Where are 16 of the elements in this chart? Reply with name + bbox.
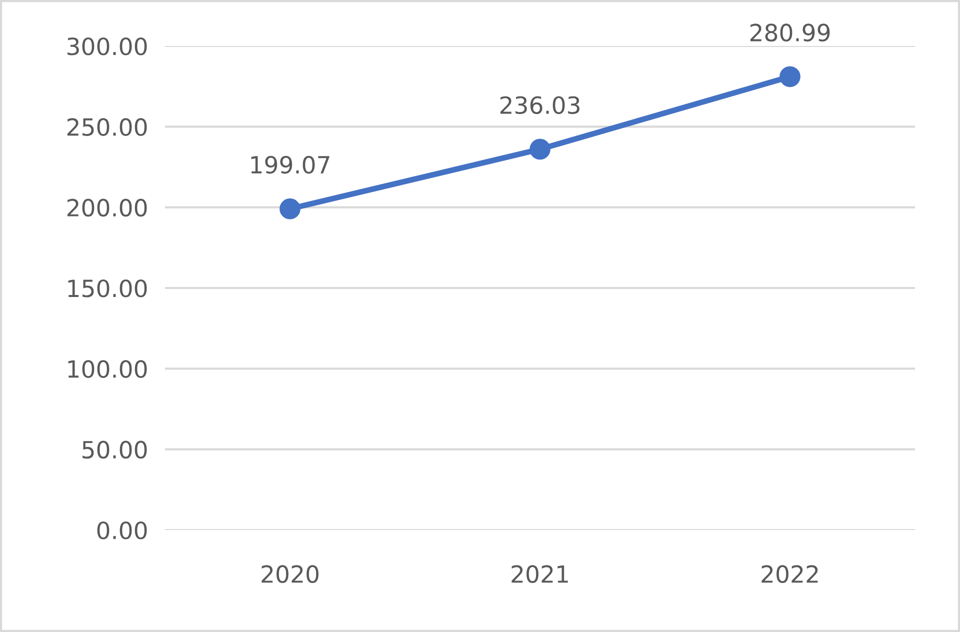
point <box>280 198 300 220</box>
y-tick-label: 100.00 <box>68 360 147 378</box>
point <box>780 66 800 88</box>
point <box>530 138 550 160</box>
y-tick-label: 250.00 <box>67 118 147 136</box>
x-tick-label: 2020 <box>262 565 318 583</box>
data-label: 199.07 <box>251 156 330 174</box>
y-tick-label: 50.00 <box>82 440 147 459</box>
y-tick-label: 150.00 <box>68 279 147 298</box>
data-label: 236.03 <box>500 96 580 114</box>
x-tick-label: 2022 <box>762 565 818 583</box>
x-tick-label: 2021 <box>512 565 568 583</box>
y-tick-label: 0.00 <box>97 521 147 540</box>
y-tick-label: 300.00 <box>68 37 147 56</box>
y-tick-label: 200.00 <box>67 198 147 217</box>
data-label: 280.99 <box>750 24 830 42</box>
